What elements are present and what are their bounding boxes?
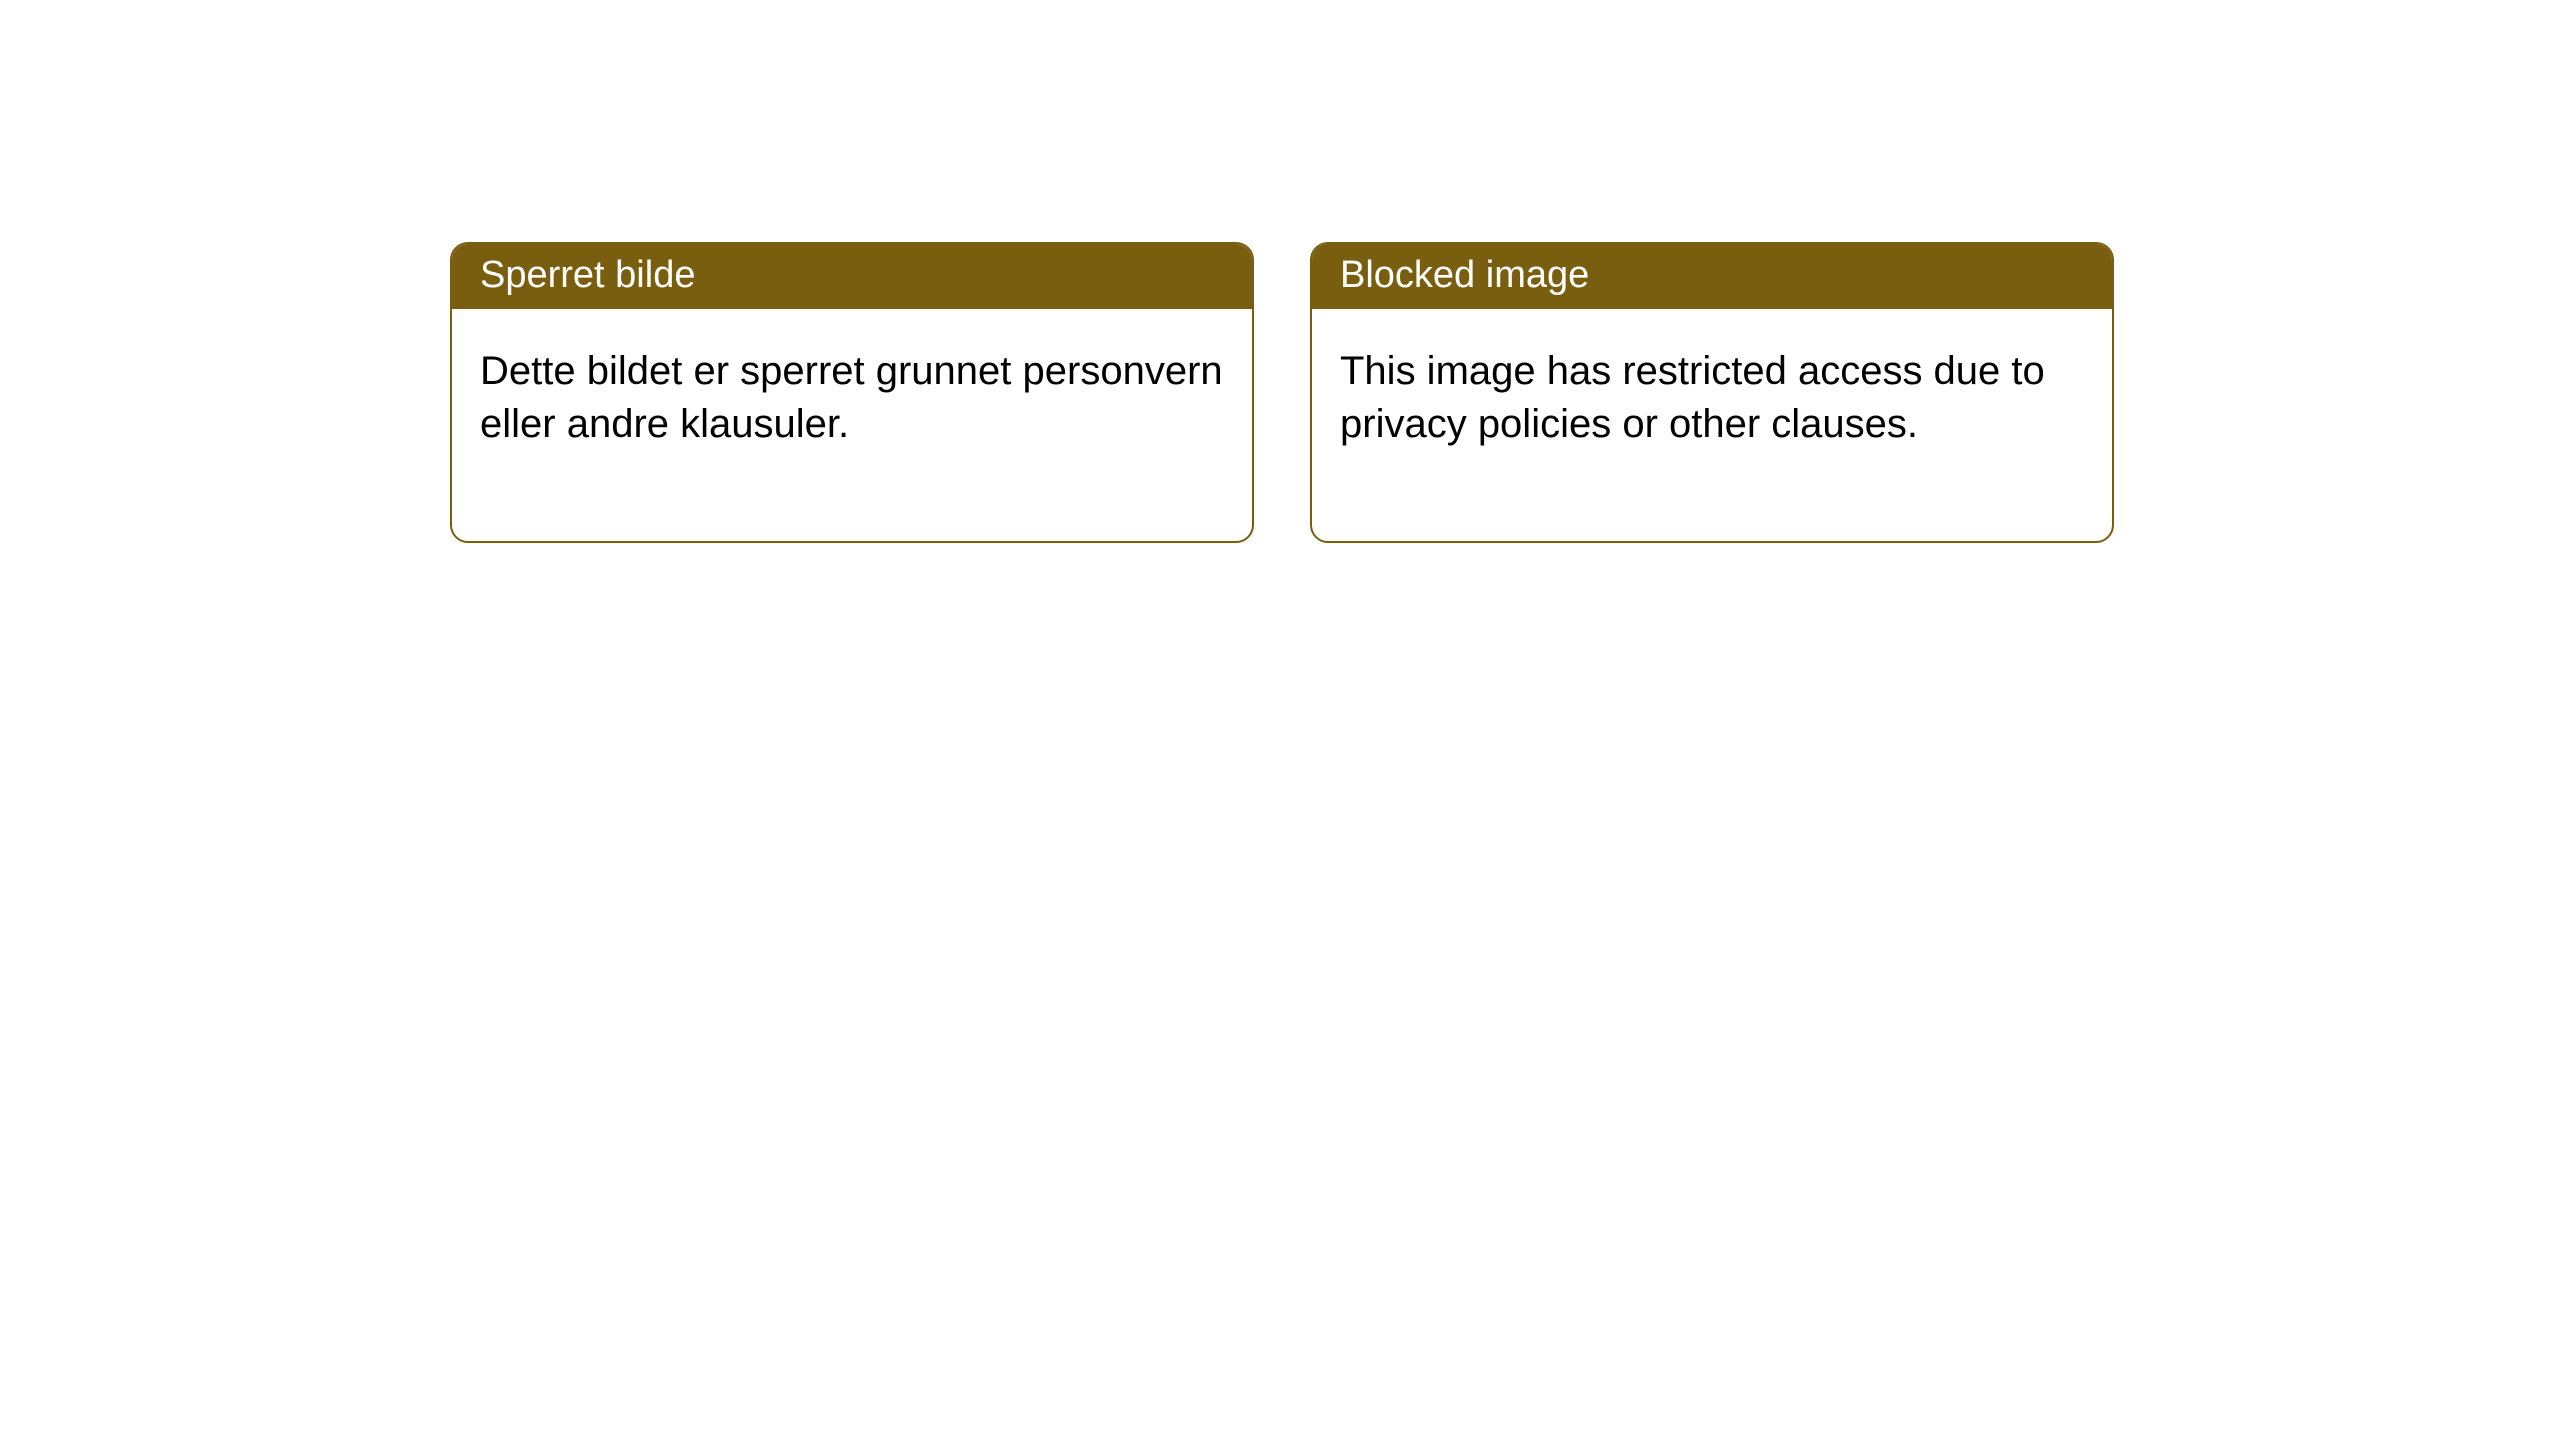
notice-header: Blocked image: [1312, 244, 2112, 309]
notice-body: Dette bildet er sperret grunnet personve…: [452, 309, 1252, 541]
notice-header: Sperret bilde: [452, 244, 1252, 309]
notice-body: This image has restricted access due to …: [1312, 309, 2112, 541]
notice-card-norwegian: Sperret bilde Dette bildet er sperret gr…: [450, 242, 1254, 543]
notice-card-english: Blocked image This image has restricted …: [1310, 242, 2114, 543]
notice-container: Sperret bilde Dette bildet er sperret gr…: [0, 0, 2560, 543]
